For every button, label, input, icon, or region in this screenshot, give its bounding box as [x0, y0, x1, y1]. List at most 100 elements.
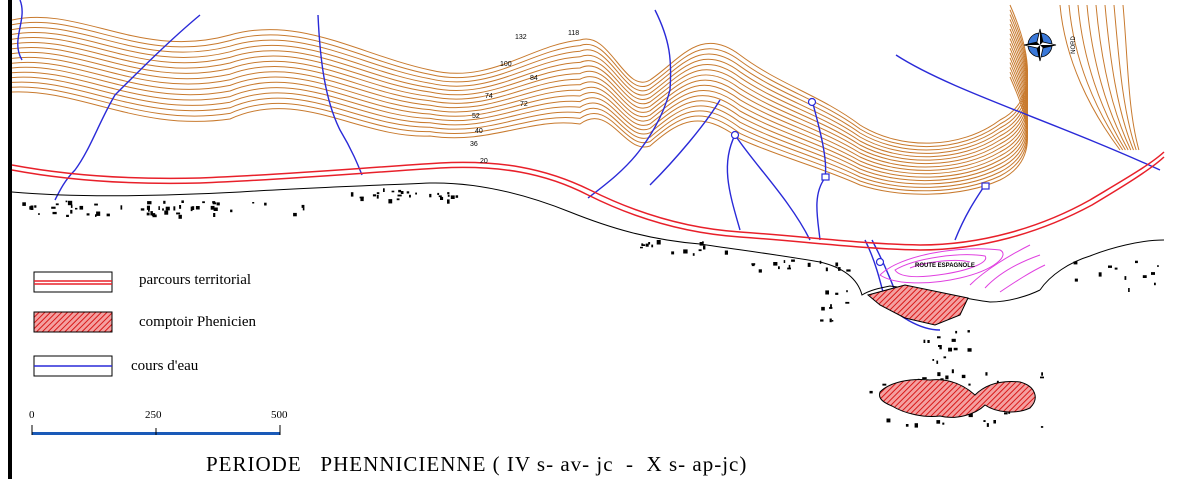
rock-mark — [301, 204, 305, 208]
rock-mark — [724, 250, 728, 255]
contour-label-36: 36 — [470, 141, 478, 148]
rock-mark — [164, 210, 169, 215]
rock-mark — [455, 195, 459, 198]
contour-line — [11, 33, 1028, 165]
comptoir-area-2 — [879, 379, 1036, 418]
rock-mark — [787, 267, 791, 270]
rock-mark — [202, 201, 205, 204]
rock-mark — [645, 243, 649, 247]
rock-mark — [807, 262, 811, 267]
rock-mark — [1114, 267, 1118, 270]
north-label: NORD — [1071, 36, 1077, 54]
rock-mark — [932, 359, 935, 361]
contour-label-52: 52 — [472, 113, 480, 120]
legend-symbol-river — [33, 355, 113, 377]
rock-mark — [1128, 288, 1130, 292]
rock-mark — [95, 214, 97, 217]
contour-line — [11, 52, 1028, 178]
contour-line — [1059, 4, 1121, 151]
rock-mark — [120, 205, 123, 210]
rock-mark — [22, 202, 26, 206]
rock-mark — [656, 240, 661, 245]
rock-mark — [683, 249, 688, 254]
rock-mark — [79, 205, 84, 210]
rock-mark — [788, 264, 791, 269]
rock-mark — [967, 348, 972, 352]
contour-line — [1077, 4, 1126, 151]
rock-mark — [882, 383, 887, 386]
scale-tick-0: 0 — [29, 409, 35, 421]
contour-label-74: 74 — [485, 93, 493, 100]
rock-mark — [838, 267, 841, 271]
contour-label-40: 40 — [475, 128, 483, 135]
river-5 — [649, 99, 721, 186]
contour-line — [11, 28, 1028, 161]
rock-mark — [1124, 276, 1127, 280]
scale-tick-250: 250 — [145, 409, 162, 421]
rock-mark — [951, 338, 956, 342]
rock-mark — [778, 266, 780, 270]
rock-mark — [106, 213, 110, 217]
rock-mark — [758, 269, 762, 273]
rock-mark — [70, 209, 73, 214]
rock-mark — [176, 212, 181, 215]
rock-mark — [450, 195, 455, 199]
river-10 — [895, 54, 1161, 171]
rock-mark — [640, 246, 643, 249]
rock-mark — [158, 206, 160, 210]
rock-mark — [75, 207, 78, 210]
rock-mark — [212, 202, 217, 205]
rock-mark — [968, 383, 971, 386]
contour-labels: 132 118 100 84 74 72 52 40 36 20 — [470, 30, 579, 165]
rock-mark — [1108, 265, 1112, 268]
rock-mark — [173, 206, 176, 211]
legend-label-comptoir: comptoir Phenicien — [139, 314, 257, 330]
rock-mark — [641, 243, 644, 246]
contour-label-100: 100 — [500, 61, 512, 68]
rock-mark — [406, 191, 410, 194]
rock-mark — [1135, 260, 1138, 264]
rock-mark — [953, 347, 958, 351]
rock-mark — [829, 318, 832, 323]
rock-mark — [66, 214, 69, 217]
rock-mark — [945, 375, 949, 380]
north-arrow: NORD — [1023, 28, 1077, 62]
rock-mark — [845, 301, 850, 304]
contour-line — [11, 57, 1028, 182]
rock-mark — [821, 306, 825, 311]
rock-mark — [293, 212, 297, 217]
rock-mark — [388, 199, 393, 204]
rock-mark — [936, 420, 941, 424]
rock-mark — [1041, 372, 1043, 376]
rock-mark — [70, 204, 73, 208]
rock-mark — [447, 194, 450, 197]
rock-mark — [773, 262, 778, 266]
contour-line — [11, 19, 1028, 154]
rock-mark — [400, 191, 404, 194]
rock-mark — [651, 244, 654, 248]
rock-mark — [213, 213, 216, 217]
river-markers — [730, 97, 990, 267]
rock-mark — [914, 423, 918, 428]
rock-mark — [671, 251, 675, 255]
rock-mark — [1154, 282, 1156, 286]
rock-mark — [791, 259, 795, 262]
rock-mark — [835, 262, 839, 267]
rock-mark — [252, 202, 255, 204]
rock-mark — [783, 260, 786, 263]
rock-mark — [415, 192, 417, 195]
rock-mark — [1157, 265, 1159, 267]
rock-mark — [886, 418, 891, 423]
rock-mark — [846, 290, 848, 293]
rock-mark — [152, 214, 157, 218]
contour-line — [1086, 4, 1129, 151]
rock-mark — [937, 372, 941, 377]
territorial-route — [11, 151, 1165, 251]
rock-mark — [447, 199, 450, 204]
contour-line — [1113, 4, 1137, 151]
rock-mark — [94, 203, 98, 206]
rock-mark — [191, 206, 195, 210]
contour-line — [11, 14, 1028, 151]
rock-mark — [1142, 275, 1147, 278]
rock-mark — [942, 422, 945, 425]
